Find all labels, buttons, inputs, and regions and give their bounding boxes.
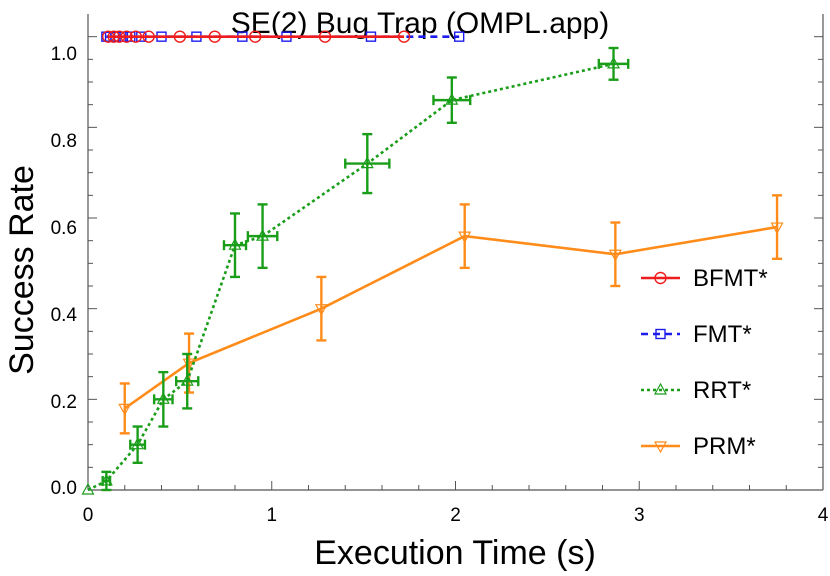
legend-label-fmt: FMT* [693, 321, 752, 348]
data-point-prm [118, 403, 132, 416]
data-point-rrt [607, 56, 621, 69]
data-point-bfmt [107, 30, 120, 43]
data-point-prm [314, 304, 328, 316]
legend-marker-prm [653, 441, 668, 454]
y-tick-label: 0.8 [51, 131, 77, 152]
data-point-rrt [81, 482, 95, 495]
x-tick-label: 2 [450, 505, 461, 526]
legend-label-bfmt: BFMT* [693, 265, 768, 292]
data-point-prm [608, 249, 622, 262]
x-tick-label: 3 [634, 505, 645, 526]
data-point-rrt [228, 237, 242, 250]
data-point-bfmt [142, 30, 155, 43]
data-point-bfmt [249, 30, 262, 43]
chart-title: SE(2) Bug Trap (OMPL.app) [231, 7, 610, 40]
x-tick-label: 4 [818, 505, 829, 526]
series-line-rrt [87, 62, 614, 492]
plot-area [81, 30, 784, 495]
series-prm [118, 194, 784, 435]
data-point-bfmt [318, 30, 332, 43]
data-point-rrt [131, 437, 145, 450]
data-point-bfmt [129, 30, 142, 43]
y-axis-label: Success Rate [3, 165, 41, 375]
x-tick-label: 0 [83, 505, 94, 526]
legend-marker-rrt [653, 382, 668, 395]
y-tick-label: 0.2 [51, 392, 77, 413]
legend-label-prm: PRM* [693, 433, 756, 460]
data-point-rrt [256, 228, 270, 241]
x-axis-label: Execution Time (s) [314, 534, 596, 572]
data-point-bfmt [397, 30, 411, 43]
y-tick-label: 0.6 [51, 218, 77, 239]
axis-ticks [87, 36, 824, 491]
data-point-bfmt [208, 30, 221, 43]
data-point-rrt [360, 156, 374, 169]
axes-frame [87, 14, 824, 491]
data-point-bfmt [173, 30, 187, 43]
data-point-prm [458, 231, 472, 244]
legend-marker-fmt [655, 328, 666, 340]
legend-label-rrt: RRT* [693, 377, 751, 404]
data-point-rrt [180, 373, 194, 386]
series-line-prm [124, 225, 778, 410]
data-point-bfmt [120, 30, 133, 43]
data-point-prm [770, 222, 784, 235]
legend: BFMT* FMT* RRT* PRM* [641, 265, 768, 460]
series-rrt [81, 46, 630, 495]
data-point-rrt [99, 473, 113, 486]
y-tick-label: 1.0 [51, 44, 77, 65]
legend-marker-bfmt [654, 271, 667, 285]
data-point-rrt [156, 392, 170, 404]
tick-labels: 0 1 2 3 4 0.0 0.2 0.4 0.6 0.8 1.0 [51, 44, 829, 526]
y-tick-label: 0.4 [51, 305, 78, 326]
y-tick-label: 0.0 [51, 478, 77, 499]
x-tick-label: 1 [266, 505, 277, 526]
data-point-rrt [445, 92, 459, 105]
series-bfmt [102, 30, 411, 43]
data-point-bfmt [113, 30, 126, 43]
data-point-fmt [453, 31, 465, 42]
